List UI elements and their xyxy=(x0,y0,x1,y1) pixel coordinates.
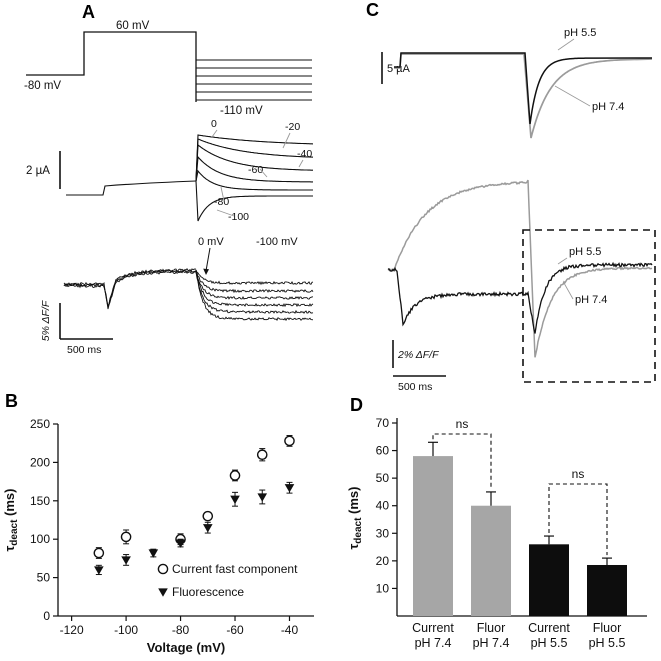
svg-text:-80 mV: -80 mV xyxy=(24,80,61,92)
panel-d-label: D xyxy=(350,395,363,415)
panel-a-fluorescence-traces: 0 mV -100 mV 5% ΔF/F 500 ms xyxy=(40,236,314,356)
svg-text:Voltage (mV): Voltage (mV) xyxy=(147,640,226,655)
panel-c-current-traces: 5 µA pH 5.5 pH 7.4 xyxy=(381,27,653,139)
panel-c-fluorescence-traces: pH 5.5 pH 7.4 2% ΔF/F 500 ms xyxy=(387,179,656,393)
svg-text:70: 70 xyxy=(376,416,390,430)
svg-text:-20: -20 xyxy=(285,121,300,133)
svg-text:40: 40 xyxy=(376,499,390,513)
svg-text:ns: ns xyxy=(456,417,469,431)
svg-text:150: 150 xyxy=(30,494,50,508)
svg-text:pH 5.5: pH 5.5 xyxy=(531,636,568,650)
svg-text:5% ΔF/F: 5% ΔF/F xyxy=(40,300,52,341)
svg-text:-100 mV: -100 mV xyxy=(256,236,298,248)
svg-text:Fluor: Fluor xyxy=(593,621,621,635)
svg-text:0: 0 xyxy=(211,118,217,130)
svg-text:-80: -80 xyxy=(214,196,229,208)
svg-text:250: 250 xyxy=(30,417,50,431)
svg-text:Fluor: Fluor xyxy=(477,621,505,635)
svg-text:pH 7.4: pH 7.4 xyxy=(473,636,510,650)
svg-text:-80: -80 xyxy=(172,623,190,637)
svg-text:-100: -100 xyxy=(114,623,138,637)
svg-text:pH 5.5: pH 5.5 xyxy=(589,636,626,650)
panel-a-current-traces: 2 µA 0 -20 -40 -60 -80 -100 xyxy=(26,118,314,223)
svg-text:5 µA: 5 µA xyxy=(387,63,411,75)
svg-text:30: 30 xyxy=(376,526,390,540)
svg-text:pH 7.4: pH 7.4 xyxy=(415,636,452,650)
svg-text:-60: -60 xyxy=(248,164,263,176)
svg-text:10: 10 xyxy=(376,581,390,595)
panel-c-label: C xyxy=(366,0,379,20)
svg-text:-100: -100 xyxy=(228,211,249,223)
svg-text:Current: Current xyxy=(412,621,454,635)
svg-text:-40: -40 xyxy=(281,623,299,637)
svg-text:0 mV: 0 mV xyxy=(198,236,224,248)
panel-b-label: B xyxy=(5,391,18,411)
svg-text:-110 mV: -110 mV xyxy=(220,105,263,117)
svg-text:-120: -120 xyxy=(60,623,84,637)
svg-text:-40: -40 xyxy=(297,148,312,160)
svg-text:500 ms: 500 ms xyxy=(398,381,432,393)
svg-text:-60: -60 xyxy=(226,623,244,637)
svg-text:200: 200 xyxy=(30,455,50,469)
svg-text:Current fast component: Current fast component xyxy=(172,562,298,576)
panel-a-label: A xyxy=(82,2,95,22)
svg-text:Fluorescence: Fluorescence xyxy=(172,585,244,599)
svg-text:Current: Current xyxy=(528,621,570,635)
svg-text:τdeact (ms): τdeact (ms) xyxy=(346,487,364,550)
svg-text:pH 5.5: pH 5.5 xyxy=(569,246,601,258)
svg-text:60: 60 xyxy=(376,444,390,458)
svg-text:2 µA: 2 µA xyxy=(26,165,50,177)
svg-text:ns: ns xyxy=(572,467,585,481)
svg-text:500 ms: 500 ms xyxy=(67,344,101,356)
svg-text:60 mV: 60 mV xyxy=(116,20,150,32)
svg-text:τdeact (ms): τdeact (ms) xyxy=(2,489,20,552)
svg-text:100: 100 xyxy=(30,532,50,546)
panel-b-scatter-chart: 0 50 100 150 200 250 -120 -100 -80 -60 -40 Voltage … xyxy=(2,417,314,655)
svg-text:50: 50 xyxy=(376,471,390,485)
svg-text:50: 50 xyxy=(37,571,51,585)
svg-text:2% ΔF/F: 2% ΔF/F xyxy=(397,349,439,361)
svg-text:20: 20 xyxy=(376,554,390,568)
svg-text:pH 5.5: pH 5.5 xyxy=(564,27,596,39)
svg-text:pH 7.4: pH 7.4 xyxy=(575,294,607,306)
panel-a-voltage-protocol: 60 mV -80 mV -110 mV xyxy=(24,20,312,117)
svg-text:0: 0 xyxy=(43,609,50,623)
svg-text:pH 7.4: pH 7.4 xyxy=(592,101,624,113)
